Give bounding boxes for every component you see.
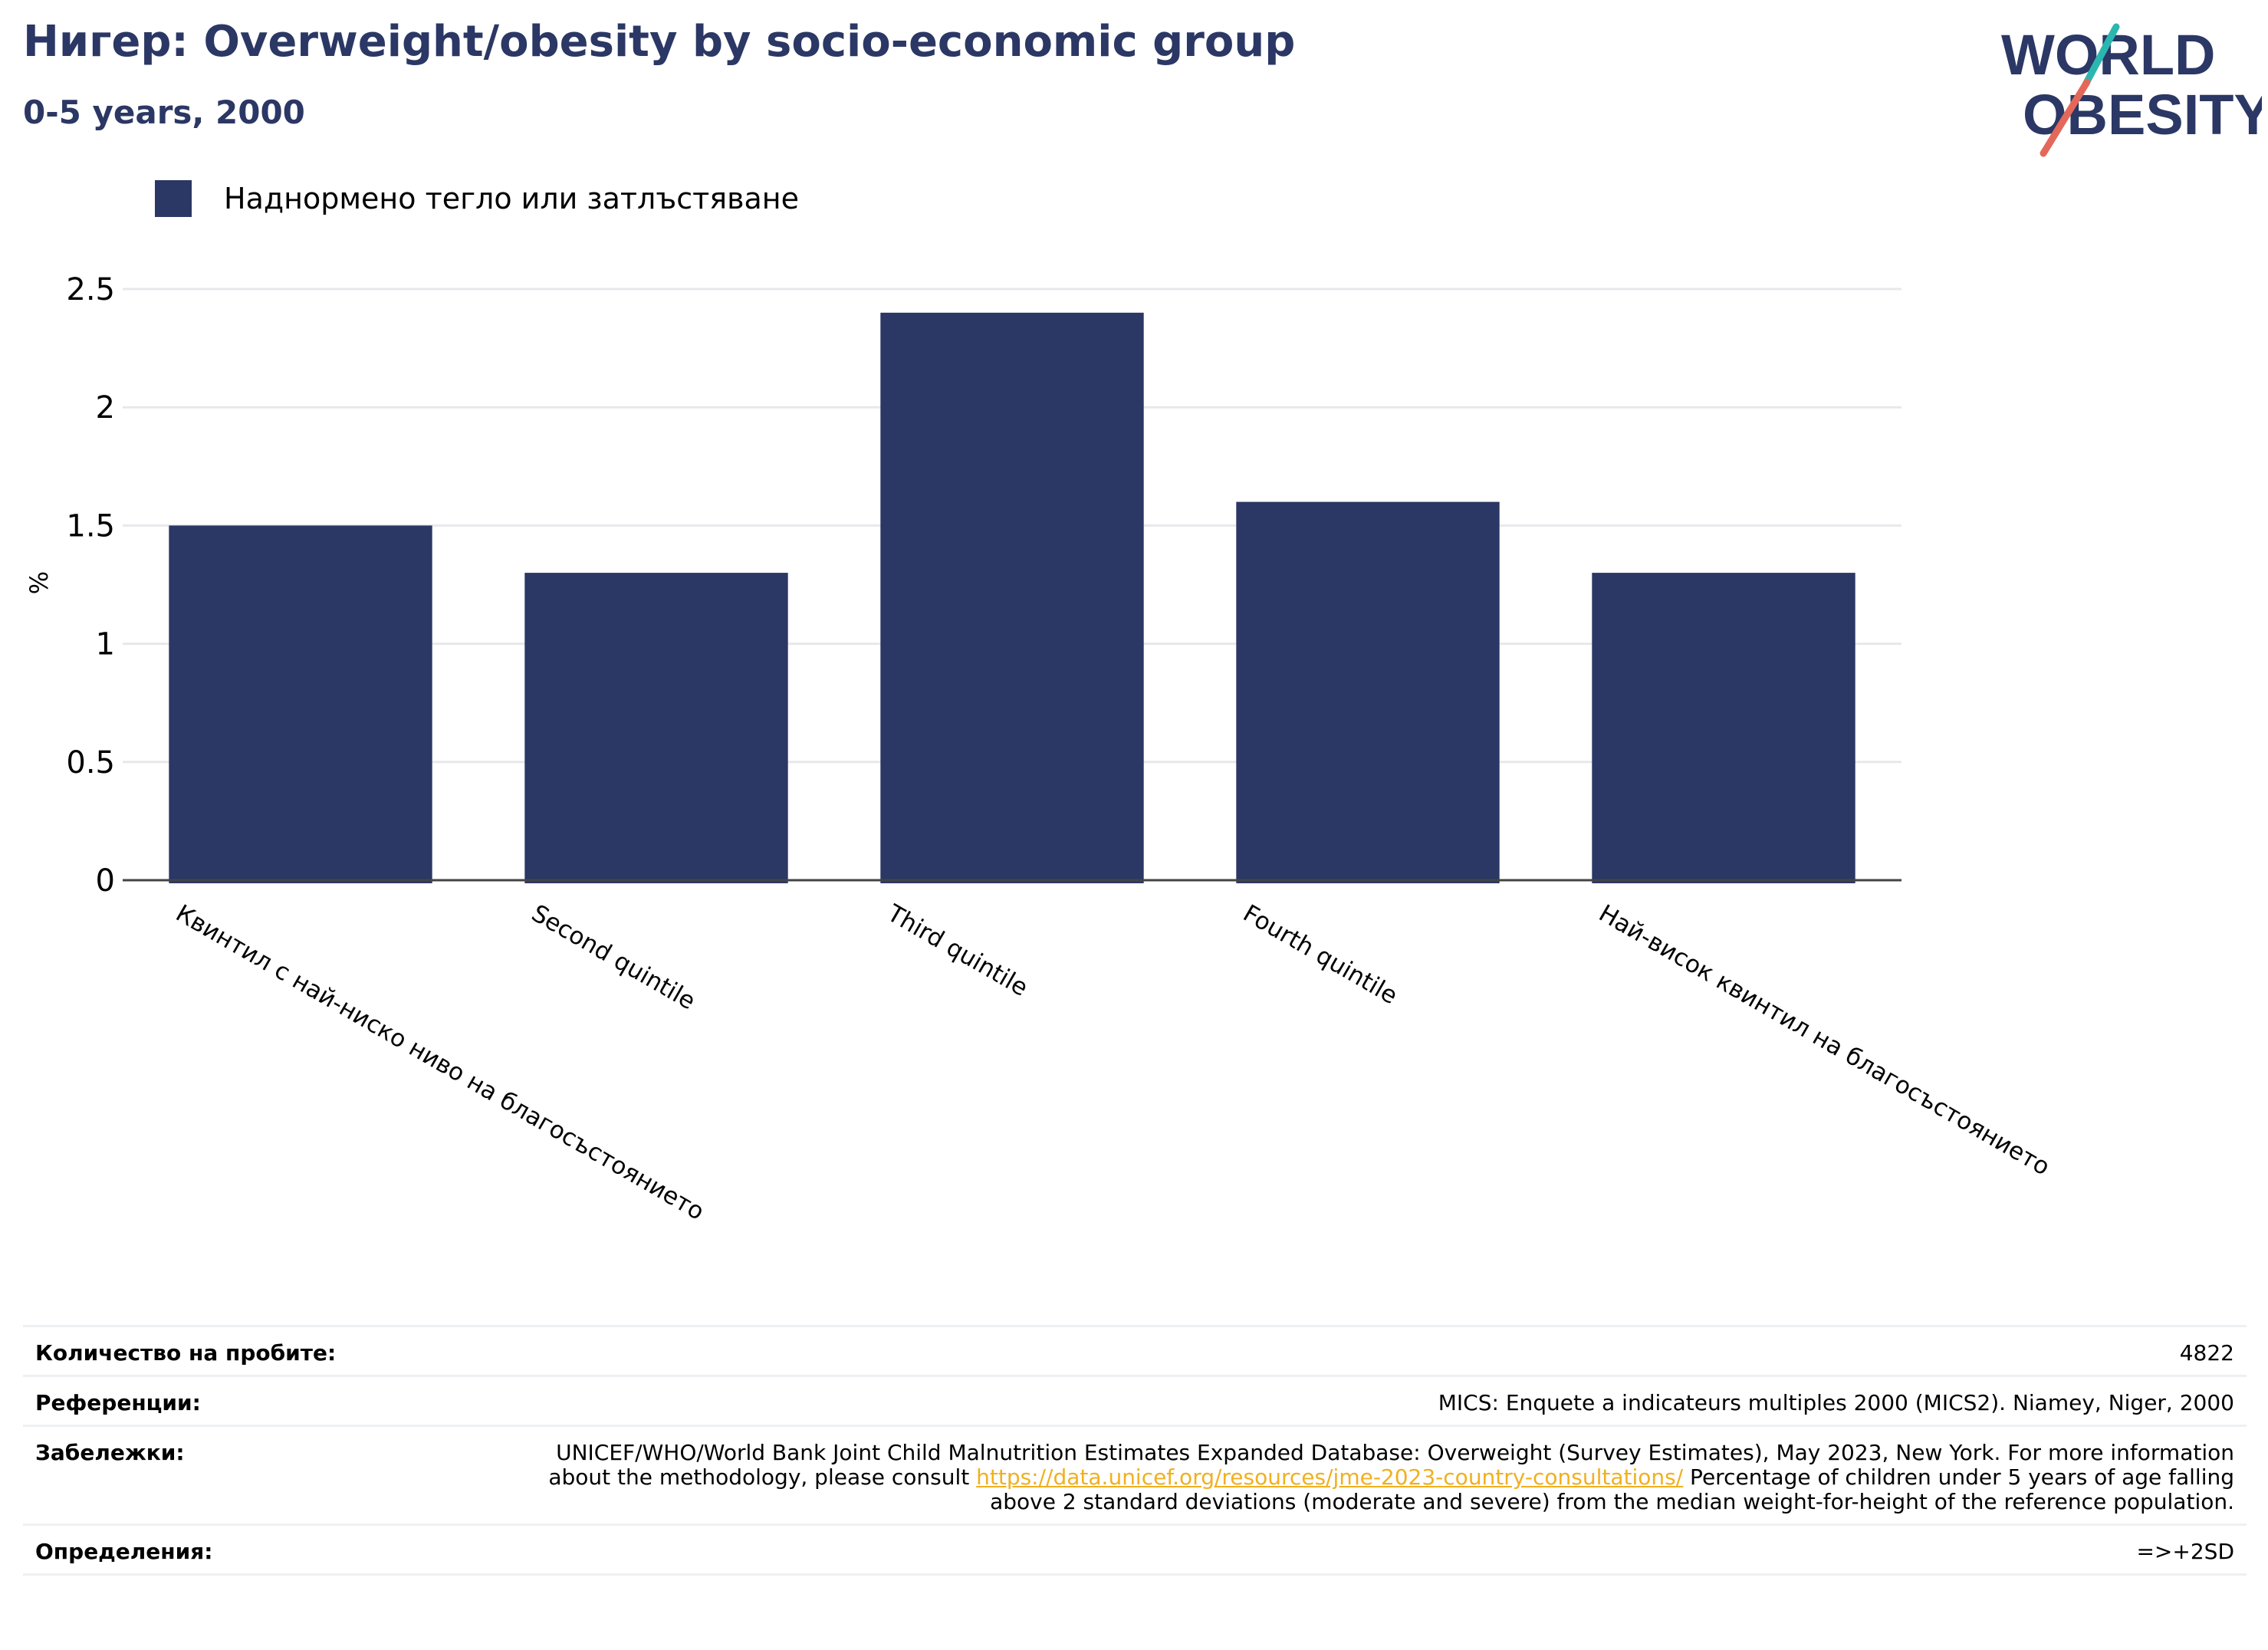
legend-swatch [155,180,192,217]
info-label: Референции: [23,1375,508,1427]
x-tick-label: Third quintile [882,899,1032,1002]
x-tick-label: Second quintile [527,899,700,1015]
logo-line1: WORLD [2001,23,2216,87]
info-row: Количество на пробите: 4822 [23,1325,2247,1377]
world-obesity-logo: WORLD OBESITY [2001,23,2262,157]
x-tick-label: Fourth quintile [1238,899,1402,1010]
x-tick-labels: Квинтил с най-ниско ниво на благосъстоян… [171,899,2054,1226]
y-tick-label: 0.5 [66,745,115,781]
y-tick-labels: 0 0.5 1 1.5 2 2.5 [66,272,115,899]
info-row: Определения: =>+2SD [23,1523,2247,1576]
x-tick-label: Квинтил с най-ниско ниво на благосъстоян… [171,899,708,1226]
info-label: Количество на пробите: [23,1325,508,1377]
y-tick-label: 2 [96,390,115,426]
methodology-link[interactable]: https://data.unicef.org/resources/jme-20… [976,1464,1684,1490]
legend-label: Наднормено тегло или затлъстяване [224,182,799,215]
bar [880,312,1144,884]
info-row: Забележки: UNICEF/WHO/World Bank Joint Ch… [23,1425,2247,1526]
info-value: 4822 [508,1325,2247,1377]
chart-legend: Наднормено тегло или затлъстяване [155,179,799,218]
x-tick-label: Най-висок квинтил на благосъстоянието [1594,899,2054,1181]
info-table: Количество на пробите: 4822 Референции: MIC… [23,1325,2247,1576]
bar [524,573,788,883]
bar [1592,573,1855,883]
bar-chart: 0 0.5 1 1.5 2 2.5 Квинтил с най-ниско ниво на… [25,272,2054,1226]
logo-line2: OBESITY [2023,83,2262,146]
chart-title: Нигер: Overweight/obesity by socio-econo… [23,17,1296,67]
bar [1236,501,1500,883]
chart-subtitle: 0-5 years, 2000 [23,94,305,131]
info-value: =>+2SD [508,1523,2247,1576]
y-tick-label: 0 [96,863,115,899]
info-value-text: Percentage of children under 5 years of … [990,1464,2234,1514]
logo-coral-slash [2040,78,2091,157]
y-tick-label: 2.5 [66,272,115,307]
info-value-text: UNICEF/WHO/World Bank Joint Child Malnut… [548,1440,2234,1490]
info-row: Референции: MICS: Enquete a indicateurs m… [23,1375,2247,1427]
info-value: MICS: Enquete a indicateurs multiples 20… [508,1375,2247,1427]
info-label: Определения: [23,1523,508,1576]
info-label: Забележки: [23,1425,508,1526]
y-axis-label: % [25,571,54,594]
info-value: UNICEF/WHO/World Bank Joint Child Malnut… [508,1425,2247,1526]
bar [169,525,432,883]
logo-teal-slash [2082,23,2120,88]
y-tick-label: 1.5 [66,508,115,544]
bars [169,312,1855,884]
y-tick-label: 1 [96,627,115,662]
